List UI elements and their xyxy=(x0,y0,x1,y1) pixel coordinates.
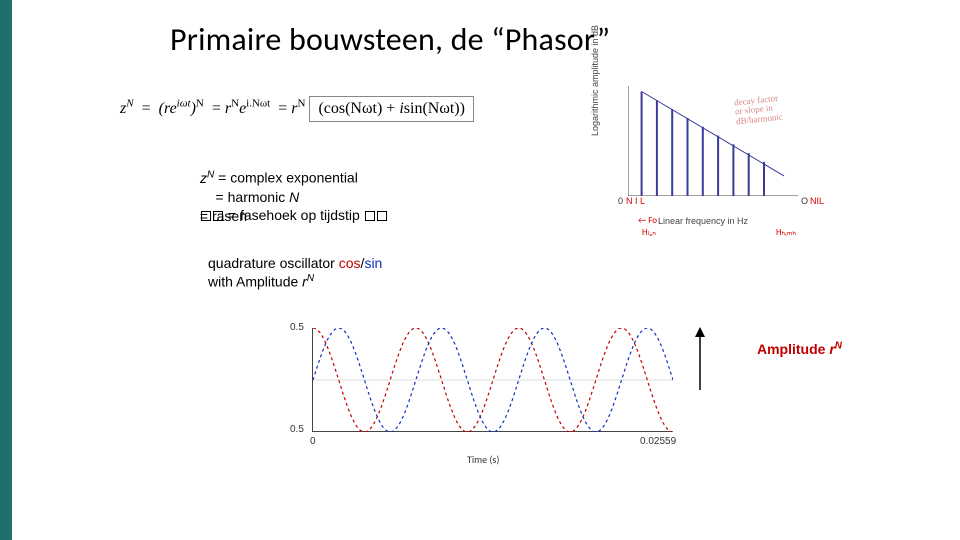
accent-bar xyxy=(0,0,12,540)
eq-eq: = xyxy=(138,100,155,117)
placeholder-box xyxy=(365,211,375,221)
slide-title: Primaire bouwsteen, de “Phasor” xyxy=(170,20,610,59)
phasor-equation: zN = (reiωt)N = rNei.Nωt = rN (cos(Nωt) … xyxy=(120,96,474,122)
eq-N: N xyxy=(126,98,133,110)
hhigh-label: Hₕᵢₘₕ xyxy=(776,227,796,238)
expl-line-2: = harmonic N xyxy=(200,188,388,207)
expl-line-3: = rasen= fasehoek op tijdstip xyxy=(200,206,388,225)
quad-line-2: with Amplitude rN xyxy=(208,272,382,291)
decay-spectrum-plot: Logarithmic amplitude in dB 0 N I L O NI… xyxy=(590,76,824,236)
quadrature-text: quadrature oscillator cos/sin with Ampli… xyxy=(208,254,382,291)
osc-ytick-top: 0.5 xyxy=(290,322,304,333)
explanation-block: zN = complex exponential = harmonic N = … xyxy=(200,168,388,225)
cos-label: cos xyxy=(339,255,361,271)
tr-xlabel: Linear frequency in Hz xyxy=(658,216,748,226)
hlow-label: Hₗₒₙ xyxy=(642,227,656,238)
oscillogram-plot: 0.5 0.5 0 0.02559 Time (s) xyxy=(272,320,692,470)
tr-nil-right: NIL xyxy=(810,196,824,206)
osc-xtick-right: 0.02559 xyxy=(640,436,676,447)
sin-label: sin xyxy=(364,255,382,271)
fo-label: Fo xyxy=(648,215,657,226)
tr-zero-left: 0 xyxy=(618,196,623,206)
quad-line-1: quadrature oscillator cos/sin xyxy=(208,254,382,272)
eq-box: (cos(Nωt) + isin(Nωt)) xyxy=(309,96,474,122)
tr-nil-left: N I L xyxy=(626,196,645,206)
osc-ytick-bot: 0.5 xyxy=(290,424,304,435)
amplitude-label: Amplitude rN xyxy=(757,340,842,357)
osc-frame xyxy=(312,328,672,432)
decay-text: decay factor or slope in dB/harmonic xyxy=(734,94,784,127)
eq-iwt: iωt xyxy=(177,98,191,110)
osc-svg xyxy=(313,328,673,432)
osc-xtick-left: 0 xyxy=(310,436,316,447)
amplitude-arrow-icon xyxy=(690,325,710,395)
eq-part3: = rN xyxy=(274,100,305,117)
placeholder-box xyxy=(377,211,387,221)
osc-xlabel: Time (s) xyxy=(467,453,499,466)
expl-line-1: zN = complex exponential xyxy=(200,168,388,188)
tr-zero-right: O xyxy=(801,196,808,206)
eq-part2: = rNei.Nωt xyxy=(208,100,270,117)
eq-Nout: N xyxy=(196,98,204,110)
tr-ylabel: Logarithmic amplitude in dB xyxy=(590,25,600,136)
